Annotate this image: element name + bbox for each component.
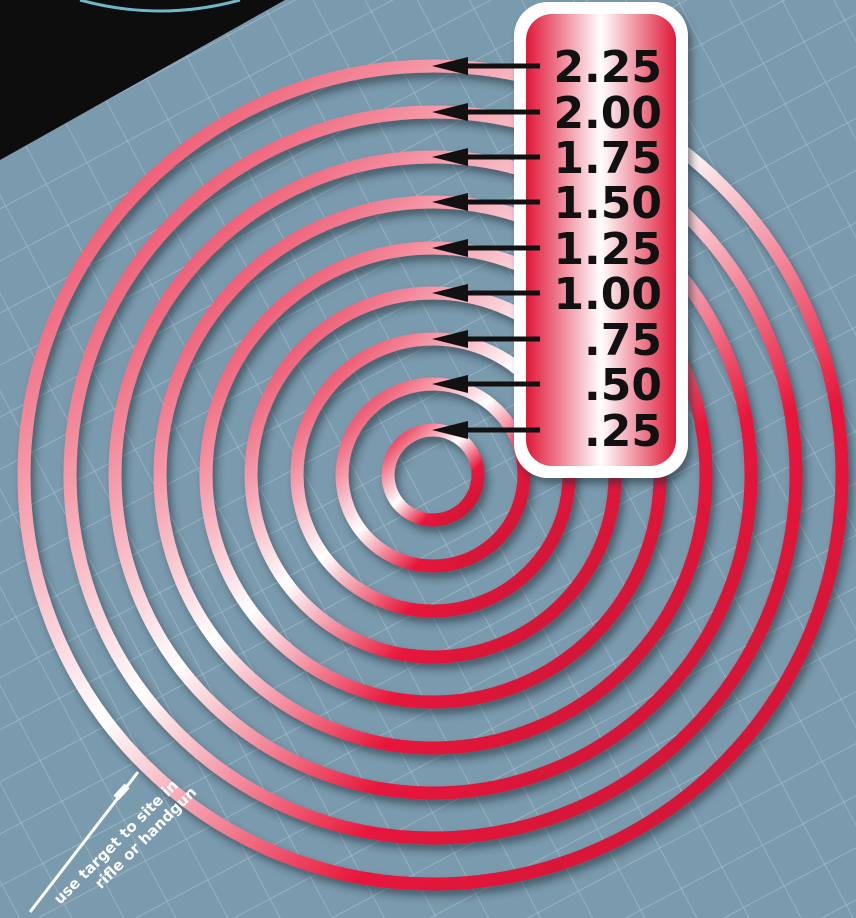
corner-wedge (0, 0, 285, 160)
ring-arrow (432, 284, 540, 302)
label-panel (526, 14, 676, 466)
ring-label: .50 (584, 360, 662, 411)
ring-label: 1.25 (553, 224, 662, 275)
ring-label: .25 (584, 406, 662, 457)
ring-arrow (432, 57, 540, 75)
ring-arrow (432, 148, 540, 166)
ring-label: 1.75 (553, 133, 662, 184)
ring-labels: 2.252.001.751.501.251.00.75.50.25 (553, 42, 662, 457)
pencil-icon (28, 771, 140, 913)
ring-label: 1.50 (553, 178, 662, 229)
ring-arrow (432, 330, 540, 348)
ring-arrow (432, 103, 540, 121)
ring-arrow (432, 193, 540, 211)
ring-label: 2.25 (553, 42, 662, 93)
ring-arrows (432, 57, 540, 439)
ring-arrow (432, 421, 540, 439)
ring-label: .75 (584, 315, 662, 366)
corner-arc (79, 0, 241, 13)
ring-label: 2.00 (553, 88, 662, 139)
ring-arrow (432, 239, 540, 257)
ring-arrow (432, 375, 540, 393)
ring-label: 1.00 (553, 269, 662, 320)
